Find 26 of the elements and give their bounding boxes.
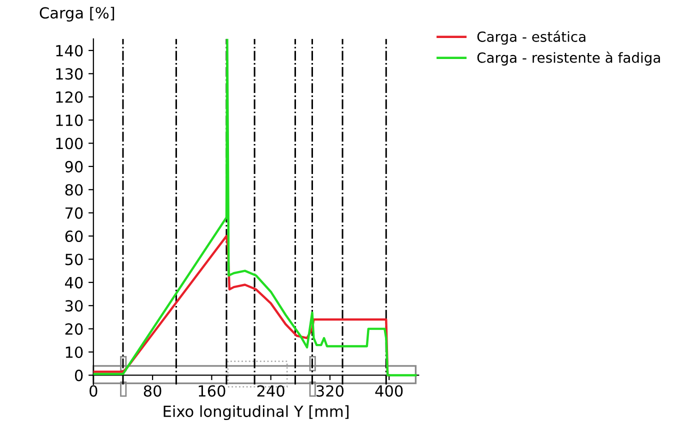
y-tick-label: 70 <box>66 207 83 219</box>
y-tick-label: 140 <box>56 44 83 56</box>
x-tick-label: 0 <box>90 385 98 397</box>
y-tick-label: 90 <box>65 160 83 172</box>
y-tick-label: 30 <box>65 300 83 312</box>
y-tick-label: 0 <box>74 370 83 382</box>
y-tick-label: 10 <box>66 346 83 358</box>
y-tick-label: 100 <box>56 138 83 150</box>
line-series <box>93 38 417 376</box>
x-tick-label: 160 <box>198 385 226 397</box>
y-tick-label: 130 <box>56 68 83 80</box>
y-axis-title: Carga [%] <box>40 6 114 22</box>
x-tick-label: 240 <box>257 385 284 397</box>
legend-label: Carga - resistente à fadiga <box>477 52 660 66</box>
x-tick-label: 80 <box>144 385 162 397</box>
y-tick-label: 40 <box>65 276 83 288</box>
x-tick-label: 320 <box>316 385 344 397</box>
y-tick-label: 110 <box>56 114 83 126</box>
legend-label: Carga - estática <box>477 30 586 45</box>
x-axis-title: Eixo longitudinal Y [mm] <box>164 405 348 420</box>
y-tick-label: 20 <box>65 323 83 335</box>
y-tick-label: 120 <box>56 91 83 103</box>
x-tick-label: 400 <box>375 385 403 397</box>
y-tick-label: 50 <box>65 254 83 266</box>
y-tick-label: 60 <box>65 230 83 242</box>
y-tick-label: 80 <box>65 184 83 196</box>
